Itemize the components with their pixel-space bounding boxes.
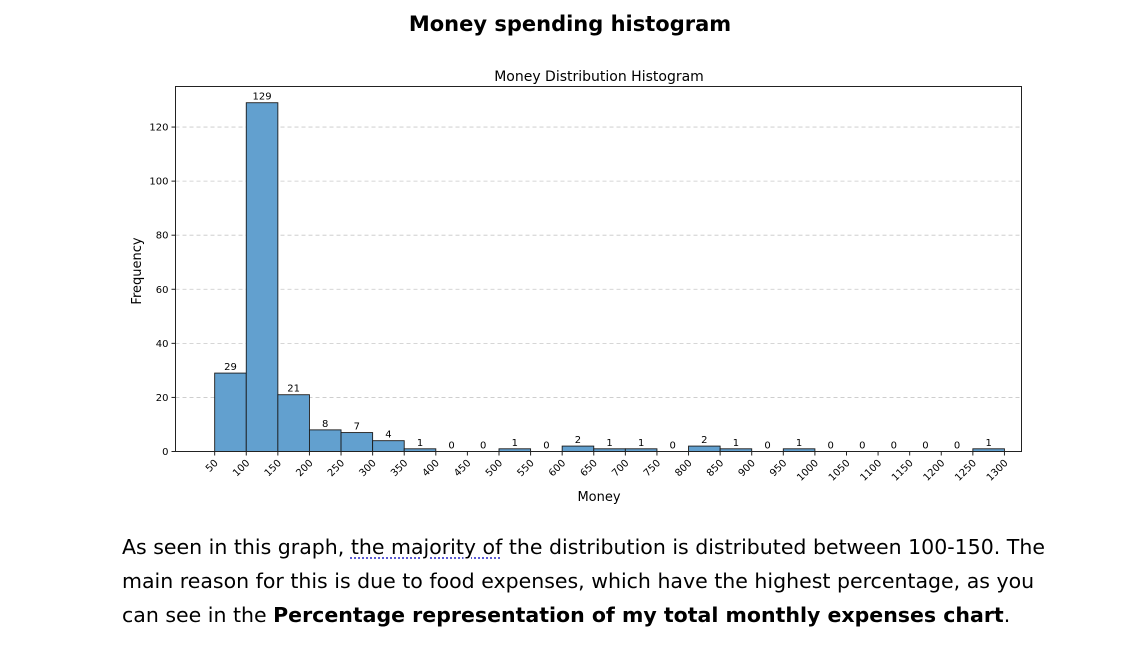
bar-value-label: 1 xyxy=(638,438,644,449)
bar-value-label: 29 xyxy=(224,362,237,373)
histogram-bar xyxy=(561,445,595,452)
y-axis-label: Frequency xyxy=(130,237,145,304)
x-axis-label: Money xyxy=(577,490,620,505)
x-tick-label: 300 xyxy=(357,458,378,479)
bar-value-label: 0 xyxy=(448,441,454,452)
y-tick-label: 120 xyxy=(149,123,168,134)
x-tick-label: 1100 xyxy=(858,458,884,484)
x-tick-label: 500 xyxy=(484,458,505,479)
bar-value-label: 2 xyxy=(575,435,581,446)
bar-value-label: 0 xyxy=(954,441,960,452)
bar-value-label: 7 xyxy=(354,422,360,433)
histogram-bar xyxy=(340,432,374,452)
x-tick-label: 1200 xyxy=(922,458,948,484)
chart-title: Money Distribution Histogram xyxy=(494,69,704,85)
x-tick-label: 450 xyxy=(452,458,473,479)
x-tick-label: 1050 xyxy=(827,458,853,484)
bar-value-label: 1 xyxy=(796,438,802,449)
page-title: Money spending histogram xyxy=(408,12,732,36)
bar-value-label: 0 xyxy=(670,441,676,452)
description-paragraph: As seen in this graph, the majority of t… xyxy=(122,530,1047,632)
paragraph-text-1: As seen in this graph, xyxy=(122,535,351,559)
bar-value-label: 1 xyxy=(733,438,739,449)
x-tick-label: 550 xyxy=(515,458,536,479)
y-tick-label: 40 xyxy=(156,339,169,350)
y-tick-label: 60 xyxy=(156,285,169,296)
histogram-bar xyxy=(245,102,279,452)
x-tick-label: 1300 xyxy=(985,458,1011,484)
y-axis-ticks: 0 20 40 60 80 100 120 xyxy=(149,123,176,458)
x-tick-label: 50 xyxy=(204,458,221,475)
y-tick-label: 0 xyxy=(162,447,168,458)
x-tick-label: 700 xyxy=(610,458,631,479)
paragraph-text-3: . xyxy=(1003,603,1011,627)
paragraph-text-2: the distribution is distributed between … xyxy=(122,535,1045,627)
paragraph-bold-chart-reference: Percentage representation of my total mo… xyxy=(273,603,1004,627)
histogram-bar xyxy=(277,394,310,452)
bar-value-label: 1 xyxy=(512,438,518,449)
bar-value-label: 2 xyxy=(701,435,707,446)
x-tick-label: 1150 xyxy=(890,458,916,484)
x-tick-label: 150 xyxy=(263,458,284,479)
histogram-bar xyxy=(214,372,247,452)
bar-value-label: 1 xyxy=(985,438,991,449)
x-tick-label: 1250 xyxy=(953,458,979,484)
x-tick-label: 400 xyxy=(421,458,442,479)
plot-frame xyxy=(175,86,1022,452)
y-tick-label: 20 xyxy=(156,393,169,404)
x-tick-label: 800 xyxy=(673,458,694,479)
bar-value-label: 0 xyxy=(764,441,770,452)
bars xyxy=(214,102,1005,452)
histogram-bar xyxy=(372,440,405,452)
bar-value-label: 21 xyxy=(287,384,300,395)
bar-value-label: 0 xyxy=(480,441,486,452)
x-tick-label: 850 xyxy=(705,458,726,479)
bar-value-label: 129 xyxy=(253,92,272,103)
x-tick-label: 950 xyxy=(768,458,789,479)
x-tick-label: 1000 xyxy=(795,458,821,484)
x-tick-label: 650 xyxy=(579,458,600,479)
x-tick-label: 900 xyxy=(737,458,758,479)
paragraph-underlined-text: the majority of xyxy=(350,535,503,559)
x-tick-label: 200 xyxy=(294,458,315,479)
histogram-bar xyxy=(308,429,342,452)
y-tick-label: 80 xyxy=(156,231,169,242)
x-tick-label: 250 xyxy=(326,458,347,479)
x-tick-label: 350 xyxy=(389,458,410,479)
x-tick-label: 100 xyxy=(231,458,252,479)
bar-value-label: 8 xyxy=(322,419,328,430)
histogram-bar xyxy=(688,445,721,452)
bar-value-label: 0 xyxy=(543,441,549,452)
bar-value-label: 1 xyxy=(606,438,612,449)
bar-value-label: 0 xyxy=(922,441,928,452)
y-tick-label: 100 xyxy=(149,177,168,188)
bar-value-label: 1 xyxy=(417,438,423,449)
x-tick-label: 600 xyxy=(547,458,568,479)
x-tick-label: 750 xyxy=(642,458,663,479)
bar-value-label: 4 xyxy=(385,430,391,441)
bar-value-label: 0 xyxy=(859,441,865,452)
bar-value-label: 0 xyxy=(828,441,834,452)
x-axis-ticks: 50 100 150 200 250 300 350 400 450 500 550 600 650 70… xyxy=(204,451,1011,484)
bar-value-label: 0 xyxy=(891,441,897,452)
grid-lines xyxy=(175,126,1022,398)
